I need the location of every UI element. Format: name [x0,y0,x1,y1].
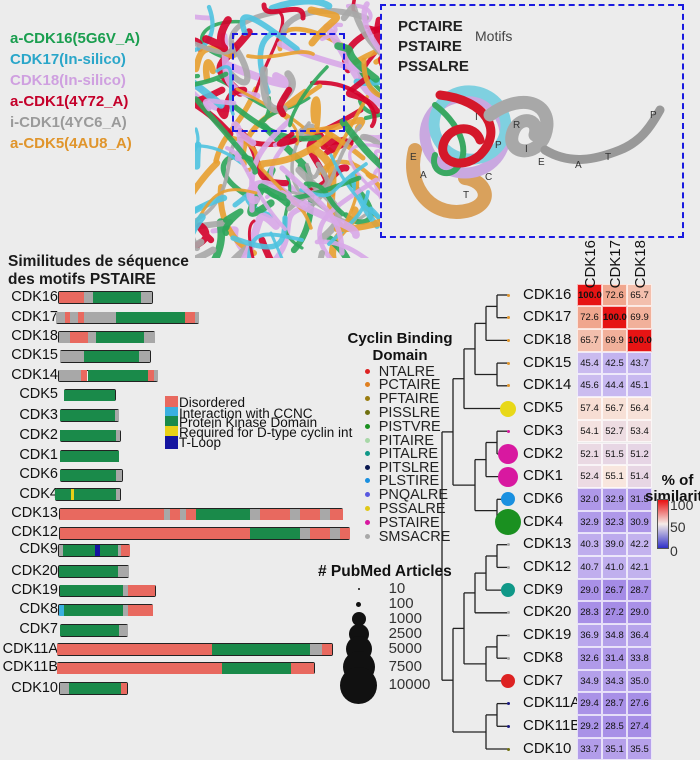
svg-text:I: I [525,144,528,155]
svg-text:C: C [485,172,492,183]
svg-text:E: E [538,157,545,168]
svg-text:T: T [463,190,469,201]
svg-text:R: R [513,120,520,131]
svg-text:I: I [475,112,478,123]
svg-text:P: P [650,110,657,121]
svg-text:A: A [420,170,427,181]
svg-text:A: A [575,160,582,171]
svg-text:P: P [495,140,502,151]
svg-text:T: T [605,152,611,163]
svg-text:E: E [410,152,417,163]
